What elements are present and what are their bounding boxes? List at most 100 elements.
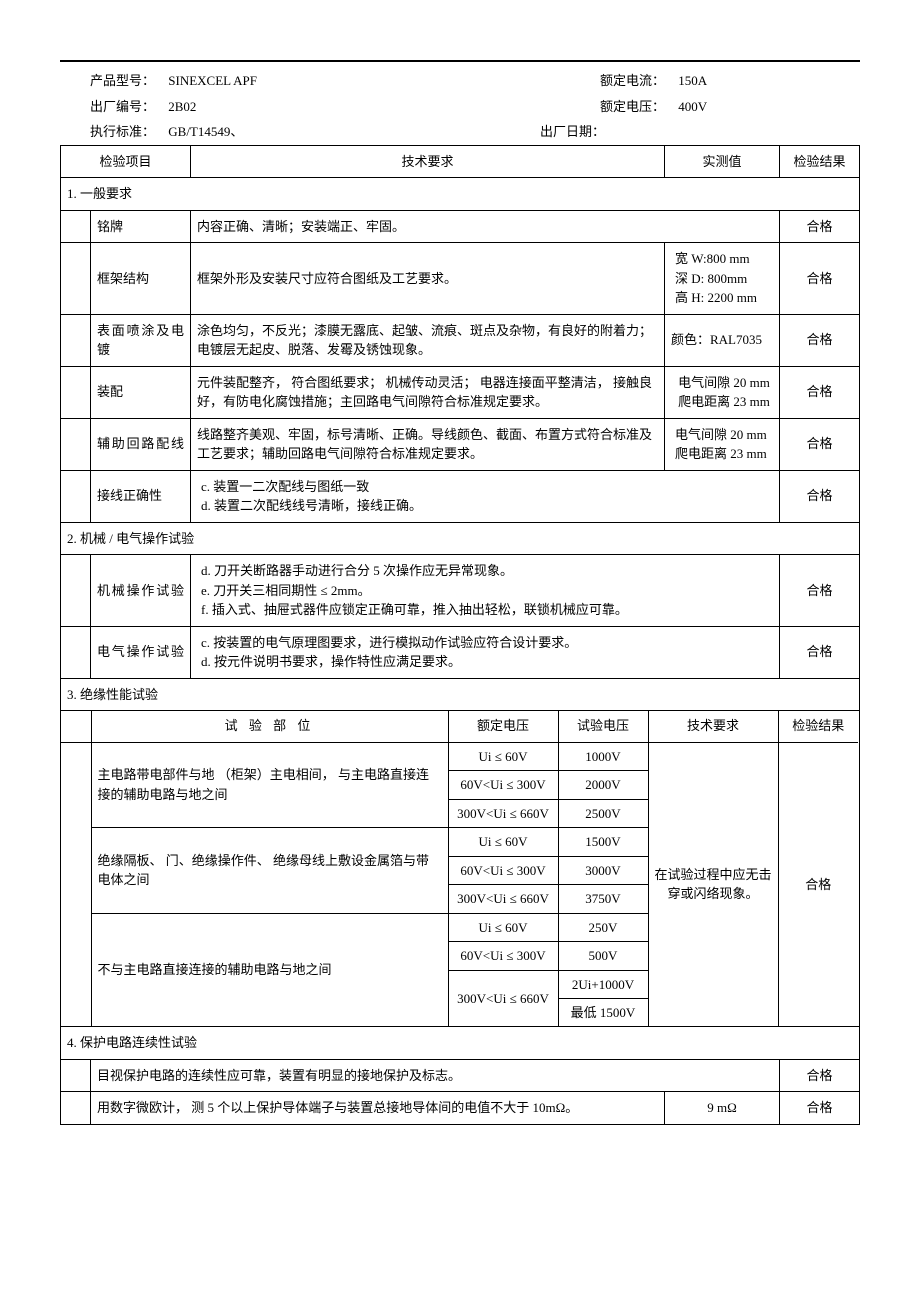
s1-r6-res: 合格 — [780, 470, 860, 522]
section-1-title-row: 1. 一般要求 — [61, 178, 860, 211]
s1-r1-req: 内容正确、清晰；安装端正、牢固。 — [191, 210, 780, 243]
s1-r2-item: 框架结构 — [91, 243, 191, 315]
s3-head-part: 试 验 部 位 — [91, 710, 448, 742]
s3-nested-row: 试 验 部 位 额定电压 试验电压 技术要求 检验结果 主电路带电部件与地 （柜… — [61, 711, 860, 1027]
s3-head-tv: 试验电压 — [558, 710, 648, 742]
s3-tres: 合格 — [778, 742, 858, 1027]
th-req: 技术要求 — [191, 145, 665, 178]
section-3-title-row: 3. 绝缘性能试验 — [61, 678, 860, 711]
s1-r4: 装配 元件装配整齐， 符合图纸要求； 机械传动灵活； 电器连接面平整清洁， 接触… — [61, 366, 860, 418]
s3-rv-7: 60V<Ui ≤ 300V — [448, 942, 558, 971]
date-label: 出厂日期： — [540, 124, 605, 139]
s1-r6-req: c. 装置一二次配线与图纸一致 d. 装置二次配线线号清晰，接线正确。 — [191, 470, 780, 522]
s3-row-0: 主电路带电部件与地 （柜架）主电相间， 与主电路直接连接的辅助电路与地之间 Ui… — [60, 742, 858, 771]
s2-r1-res: 合格 — [780, 555, 860, 627]
header-row-3: 执行标准： GB/T14549、 出厂日期： — [60, 119, 860, 145]
s1-r4-meas-l2: 爬电距离 23 mm — [671, 392, 773, 412]
section-2-title-row: 2. 机械 / 电气操作试验 — [61, 522, 860, 555]
s1-r4-meas-l1: 电气间隙 20 mm — [671, 373, 773, 393]
s1-r4-idx — [61, 366, 91, 418]
s2-r1-req-f: f. 插入式、抽屉式器件应锁定正确可靠，推入抽出轻松，联锁机械应可靠。 — [197, 600, 773, 620]
s2-r2-idx — [61, 626, 91, 678]
s1-r1: 铭牌 内容正确、清晰；安装端正、牢固。 合格 — [61, 210, 860, 243]
s1-r5-req: 线路整齐美观、牢固，标号清晰、正确。导线颜色、截面、布置方式符合标准及工艺要求；… — [191, 418, 665, 470]
s1-r5: 辅助回路配线 线路整齐美观、牢固，标号清晰、正确。导线颜色、截面、布置方式符合标… — [61, 418, 860, 470]
voltage-label: 额定电压： — [600, 99, 665, 114]
s2-r1-req-e: e. 刀开关三相同期性 ≤ 2mm。 — [197, 581, 773, 601]
inspection-table: 检验项目 技术要求 实测值 检验结果 1. 一般要求 铭牌 内容正确、清晰；安装… — [60, 145, 860, 1125]
s2-r2: 电气操作试验 c. 按装置的电气原理图要求，进行模拟动作试验应符合设计要求。 d… — [61, 626, 860, 678]
voltage-value: 400V — [678, 99, 707, 114]
header-row-1: 产品型号： SINEXCEL APF 额定电流： 150A — [60, 68, 860, 94]
s1-r2-req: 框架外形及安装尺寸应符合图纸及工艺要求。 — [191, 243, 665, 315]
s3-part1: 主电路带电部件与地 （柜架）主电相间， 与主电路直接连接的辅助电路与地之间 — [91, 742, 448, 828]
s3-rv-5: 300V<Ui ≤ 660V — [448, 885, 558, 914]
s3-tv-8b: 最低 1500V — [558, 999, 648, 1027]
model-value: SINEXCEL APF — [168, 73, 257, 88]
s3-part2: 绝缘隔板、 门、绝缘操作件、 绝缘母线上敷设金属箔与带电体之间 — [91, 828, 448, 914]
s2-r2-res: 合格 — [780, 626, 860, 678]
s1-r5-idx — [61, 418, 91, 470]
s1-r3-res: 合格 — [780, 314, 860, 366]
s1-r6: 接线正确性 c. 装置一二次配线与图纸一致 d. 装置二次配线线号清晰，接线正确… — [61, 470, 860, 522]
s3-rv-6: Ui ≤ 60V — [448, 913, 558, 942]
th-res: 检验结果 — [780, 145, 860, 178]
s2-r2-req-d: d. 按元件说明书要求，操作特性应满足要求。 — [197, 652, 773, 672]
header-block: 产品型号： SINEXCEL APF 额定电流： 150A 出厂编号： 2B02… — [60, 60, 860, 145]
s1-r4-req: 元件装配整齐， 符合图纸要求； 机械传动灵活； 电器连接面平整清洁， 接触良好，… — [191, 366, 665, 418]
s2-r1-req-d: d. 刀开关断路器手动进行合分 5 次操作应无异常现象。 — [197, 561, 773, 581]
model-label: 产品型号： — [90, 73, 155, 88]
s3-rv-3: Ui ≤ 60V — [448, 828, 558, 857]
s1-r5-item: 辅助回路配线 — [91, 418, 191, 470]
s4-r2-idx — [61, 1092, 91, 1125]
s1-r2-res: 合格 — [780, 243, 860, 315]
inspection-sheet: 产品型号： SINEXCEL APF 额定电流： 150A 出厂编号： 2B02… — [60, 60, 860, 1125]
s3-head-rv: 额定电压 — [448, 710, 558, 742]
s2-r1-item: 机械操作试验 — [91, 555, 191, 627]
s3-rv-8: 300V<Ui ≤ 660V — [448, 970, 558, 1027]
s2-r2-item: 电气操作试验 — [91, 626, 191, 678]
s1-r6-req-c: c. 装置一二次配线与图纸一致 — [197, 477, 773, 497]
current-label: 额定电流： — [600, 73, 665, 88]
s1-r3-item: 表面喷涂及电镀 — [91, 314, 191, 366]
s1-r3: 表面喷涂及电镀 涂色均匀，不反光；漆膜无露底、起皱、流痕、斑点及杂物，有良好的附… — [61, 314, 860, 366]
std-value: GB/T14549、 — [168, 124, 243, 139]
s3-rv-0: Ui ≤ 60V — [448, 742, 558, 771]
s3-rv-2: 300V<Ui ≤ 660V — [448, 799, 558, 828]
s1-r2-idx — [61, 243, 91, 315]
s3-tv-6: 250V — [558, 913, 648, 942]
s1-r1-item: 铭牌 — [91, 210, 191, 243]
s4-r2-meas: 9 mΩ — [665, 1092, 780, 1125]
s2-r2-req-c: c. 按装置的电气原理图要求，进行模拟动作试验应符合设计要求。 — [197, 633, 773, 653]
s3-head-treq: 技术要求 — [648, 710, 778, 742]
s3-treq: 在试验过程中应无击穿或闪络现象。 — [648, 742, 778, 1027]
sn-value: 2B02 — [168, 99, 196, 114]
s1-r2-meas-l1: 宽 W:800 mm — [671, 249, 773, 269]
s4-r2-text: 用数字微欧计， 测 5 个以上保护导体端子与装置总接地导体间的电值不大于 10m… — [91, 1092, 665, 1125]
s1-r3-meas: 颜色：RAL7035 — [665, 314, 780, 366]
date-field: 出厂日期： — [540, 122, 860, 142]
s3-tv-1: 2000V — [558, 771, 648, 800]
s1-r4-item: 装配 — [91, 366, 191, 418]
s1-r5-meas: 电气间隙 20 mm 爬电距离 23 mm — [665, 418, 780, 470]
header-row-2: 出厂编号： 2B02 额定电压： 400V — [60, 94, 860, 120]
s1-r6-item: 接线正确性 — [91, 470, 191, 522]
s3-nested-cell: 试 验 部 位 额定电压 试验电压 技术要求 检验结果 主电路带电部件与地 （柜… — [61, 711, 860, 1027]
s4-r2: 用数字微欧计， 测 5 个以上保护导体端子与装置总接地导体间的电值不大于 10m… — [61, 1092, 860, 1125]
s1-r4-res: 合格 — [780, 366, 860, 418]
model-field: 产品型号： SINEXCEL APF — [90, 71, 600, 91]
s1-r4-meas: 电气间隙 20 mm 爬电距离 23 mm — [665, 366, 780, 418]
current-value: 150A — [678, 73, 707, 88]
s1-r3-idx — [61, 314, 91, 366]
s1-r1-res: 合格 — [780, 210, 860, 243]
s1-r2-meas-l3: 高 H: 2200 mm — [671, 288, 773, 308]
s2-r1-req: d. 刀开关断路器手动进行合分 5 次操作应无异常现象。 e. 刀开关三相同期性… — [191, 555, 780, 627]
s4-r1-idx — [61, 1059, 91, 1092]
sn-label: 出厂编号： — [90, 99, 155, 114]
s3-rv-4: 60V<Ui ≤ 300V — [448, 856, 558, 885]
current-field: 额定电流： 150A — [600, 71, 860, 91]
s1-r5-res: 合格 — [780, 418, 860, 470]
std-field: 执行标准： GB/T14549、 — [90, 122, 540, 142]
s3-part3: 不与主电路直接连接的辅助电路与地之间 — [91, 913, 448, 1027]
s3-head-tres: 检验结果 — [778, 710, 858, 742]
